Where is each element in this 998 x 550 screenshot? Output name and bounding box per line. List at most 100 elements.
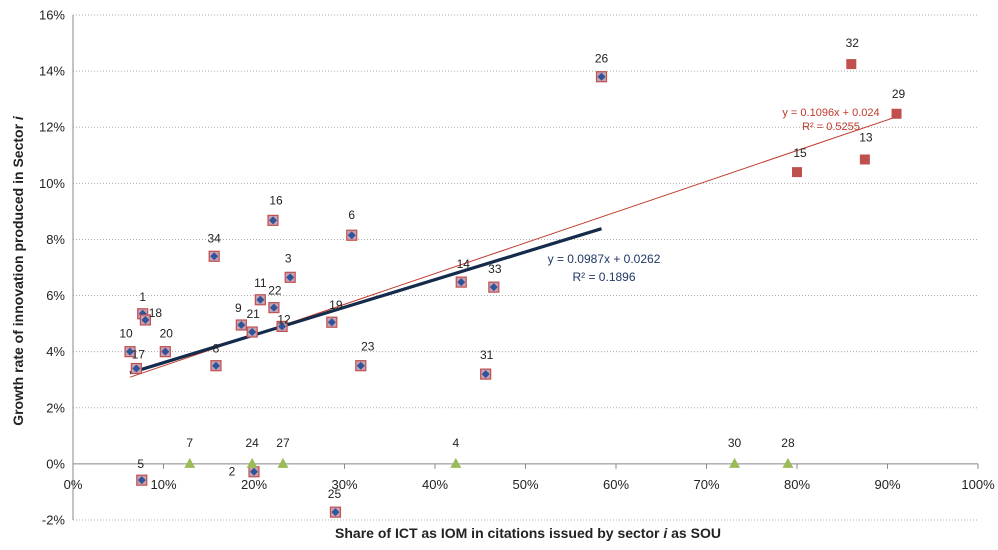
data-point-triangle [729, 457, 741, 468]
trendline-r2-red: R² = 0.5255 [802, 121, 860, 133]
x-tick-label: 20% [241, 477, 267, 492]
point-label: 17 [132, 348, 146, 362]
point-label: 1 [139, 290, 146, 304]
data-point-diamond [211, 361, 220, 370]
data-point-diamond [269, 303, 278, 312]
x-tick-label: 30% [331, 477, 357, 492]
data-point-diamond [126, 347, 135, 356]
data-point-triangle [184, 457, 196, 468]
point-label: 8 [213, 342, 220, 356]
point-label: 2 [229, 465, 236, 479]
trendline-equation-red: y = 0.1096x + 0.024 [782, 107, 879, 119]
y-tick-label: 4% [46, 344, 65, 359]
point-label: 29 [892, 87, 906, 101]
y-tick-label: 8% [46, 232, 65, 247]
data-point-diamond [248, 328, 257, 337]
x-tick-label: 60% [603, 477, 629, 492]
data-point-diamond [481, 370, 490, 379]
data-point-diamond [256, 295, 265, 304]
point-label: 19 [329, 298, 343, 312]
y-tick-label: 6% [46, 288, 65, 303]
x-tick-label: 90% [874, 477, 900, 492]
x-tick-label: 70% [693, 477, 719, 492]
point-label: 6 [348, 208, 355, 222]
data-point-square [891, 108, 902, 119]
data-point-diamond [286, 273, 295, 282]
data-point-diamond [141, 315, 150, 324]
point-label: 26 [595, 52, 609, 66]
data-point-diamond [327, 318, 336, 327]
point-label: 34 [208, 231, 222, 245]
trendline-r2-blue: R² = 0.1896 [572, 270, 635, 284]
y-tick-label: 12% [39, 120, 65, 135]
data-point-diamond [250, 467, 258, 476]
y-tick-label: 14% [39, 64, 65, 79]
y-tick-label: 0% [46, 456, 65, 471]
data-point-diamond [237, 321, 246, 330]
data-point-square [792, 167, 802, 178]
data-point-diamond [347, 231, 356, 240]
point-label: 11 [254, 276, 267, 290]
data-point-diamond [210, 252, 219, 261]
data-point-square [859, 154, 870, 165]
x-axis: 0% 10% 20% 30% 40% 50% 60% 70% 80% 90% 100% [64, 463, 995, 492]
data-point-diamond [132, 364, 141, 373]
y-axis-title: Growth rate of innovation produced in Se… [10, 115, 26, 426]
point-label: 14 [457, 257, 471, 271]
point-label: 9 [235, 301, 242, 315]
y-tick-label: -2% [42, 513, 66, 528]
point-label: 30 [728, 436, 742, 450]
point-label: 27 [276, 436, 290, 450]
point-label: 16 [269, 193, 283, 207]
point-label: 25 [328, 487, 342, 501]
gridlines [73, 14, 978, 521]
trendlines [129, 116, 897, 378]
data-point-triangle [450, 457, 462, 468]
point-label: 32 [846, 36, 860, 50]
trendline-blue [129, 227, 602, 375]
point-label: 18 [149, 306, 163, 320]
point-label: 24 [246, 436, 260, 450]
point-label: 22 [268, 284, 282, 298]
x-tick-label: 10% [150, 477, 176, 492]
y-tick-label: 10% [39, 176, 65, 191]
data-point-triangle [277, 457, 289, 468]
data-point-square [846, 59, 857, 70]
point-label: 7 [186, 436, 193, 450]
data-point-diamond [137, 476, 146, 485]
point-label: 33 [488, 262, 502, 276]
data-point-diamond [597, 72, 606, 81]
point-label: 23 [361, 340, 375, 354]
point-label: 5 [137, 457, 144, 471]
data-point-diamond [356, 361, 365, 370]
point-label: 10 [119, 327, 133, 341]
x-tick-label: 50% [512, 477, 538, 492]
point-label: 13 [859, 130, 873, 144]
y-tick-label: 16% [39, 8, 65, 23]
point-label: 12 [277, 312, 291, 326]
data-point-diamond [269, 216, 278, 225]
data-point-diamond [278, 322, 287, 331]
data-point-triangle [782, 457, 794, 468]
point-label: 21 [247, 307, 261, 321]
point-label: 28 [781, 436, 795, 450]
trendline-equation-blue: y = 0.0987x + 0.0262 [548, 252, 661, 266]
data-points [124, 59, 902, 518]
data-point-diamond [489, 283, 498, 292]
data-point-triangle [246, 457, 258, 468]
data-point-diamond [331, 508, 340, 517]
x-axis-title: Share of ICT as IOM in citations issued … [335, 525, 721, 541]
data-point-diamond [161, 347, 170, 356]
y-axis: -2% 0% 2% 4% 6% 8% 10% 12% 14% 16% [39, 8, 74, 528]
point-label: 4 [452, 436, 459, 450]
point-label: 3 [285, 251, 292, 265]
data-point-diamond [457, 278, 466, 287]
point-label: 31 [480, 348, 494, 362]
x-tick-label: 80% [784, 477, 810, 492]
x-tick-label: 100% [961, 477, 995, 492]
point-label: 20 [160, 327, 174, 341]
y-tick-label: 2% [46, 400, 65, 415]
x-tick-label: 40% [422, 477, 448, 492]
